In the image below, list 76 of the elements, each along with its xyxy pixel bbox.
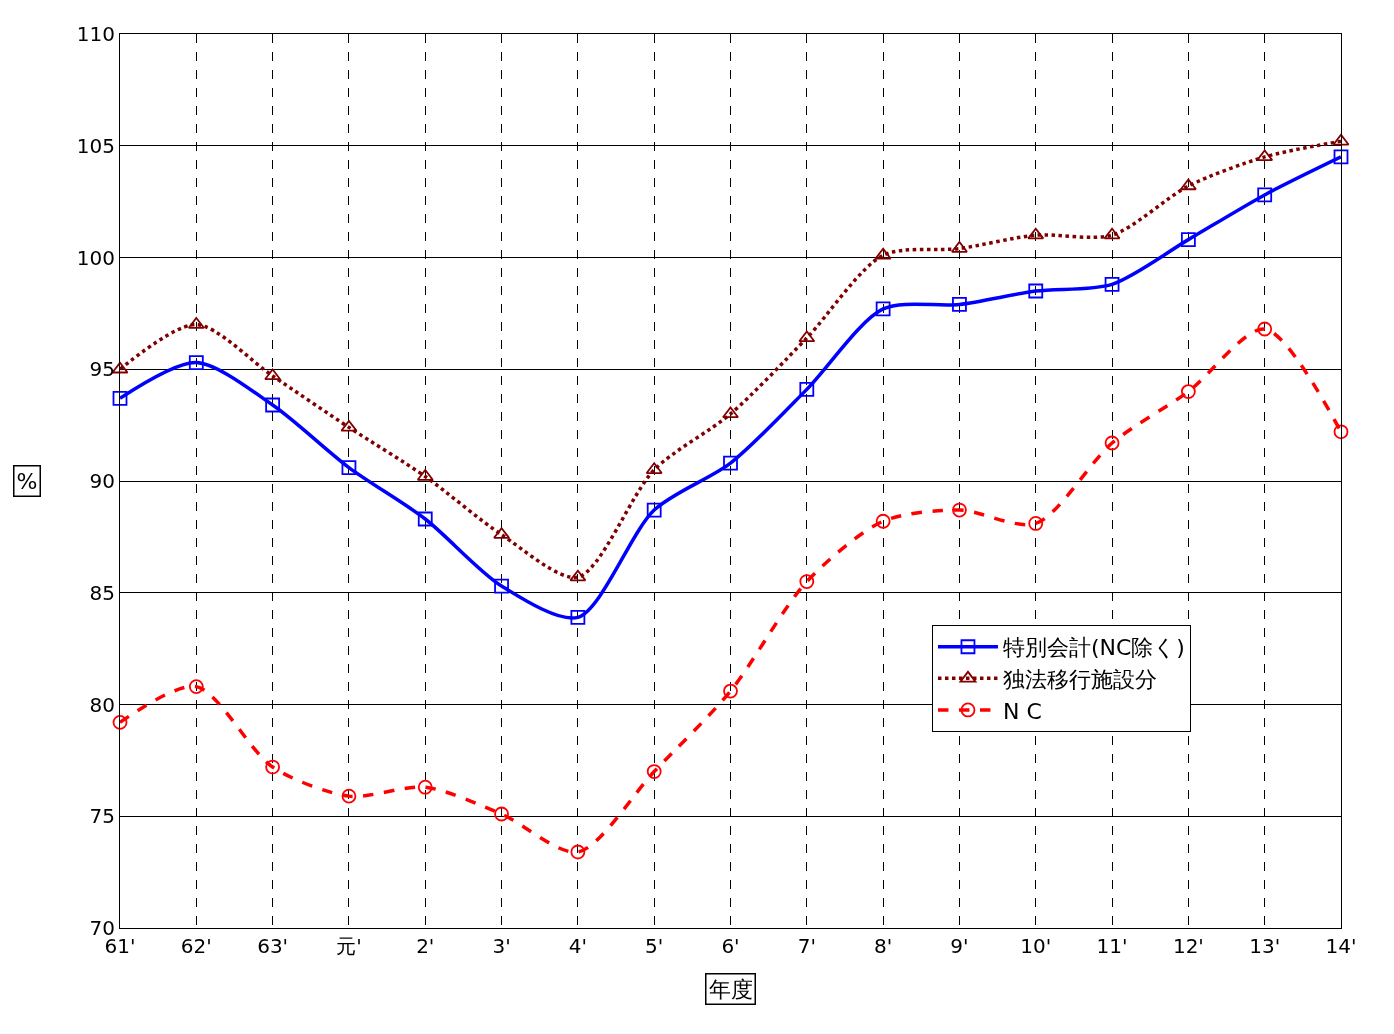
y-tick-label: 95 bbox=[89, 357, 115, 382]
point bbox=[341, 788, 357, 804]
point bbox=[951, 241, 968, 253]
point bbox=[569, 569, 587, 582]
point bbox=[265, 759, 281, 775]
x-tick-label: 63' bbox=[257, 934, 289, 958]
x-tick-label: 4' bbox=[568, 934, 587, 958]
y-tick-label: 85 bbox=[89, 580, 115, 605]
point bbox=[340, 419, 358, 432]
point bbox=[265, 397, 281, 413]
point bbox=[188, 679, 204, 695]
point bbox=[1256, 149, 1274, 162]
point bbox=[875, 301, 891, 317]
point bbox=[875, 513, 891, 529]
x-tick-label: 10' bbox=[1020, 934, 1052, 958]
y-tick-label: 80 bbox=[89, 692, 115, 717]
point bbox=[1104, 435, 1120, 451]
x-tick-label: 13' bbox=[1249, 934, 1281, 958]
x-tick-label: 14' bbox=[1325, 934, 1357, 958]
point bbox=[1103, 227, 1121, 240]
y-tick-label: 75 bbox=[89, 804, 115, 829]
x-tick-label: 11' bbox=[1096, 934, 1128, 958]
point bbox=[1332, 133, 1350, 146]
point bbox=[570, 609, 586, 625]
point bbox=[494, 578, 509, 594]
point bbox=[723, 455, 738, 471]
point bbox=[1028, 283, 1044, 299]
point bbox=[264, 368, 282, 381]
point bbox=[570, 844, 586, 860]
point bbox=[112, 714, 128, 730]
point bbox=[646, 764, 662, 779]
point bbox=[722, 406, 739, 419]
legend-label: 独法移行施設分 bbox=[1002, 666, 1157, 692]
x-tick-label: 2' bbox=[416, 934, 435, 958]
point bbox=[799, 381, 815, 397]
point bbox=[874, 247, 892, 260]
x-tick-label: 8' bbox=[874, 934, 893, 958]
point bbox=[417, 779, 433, 795]
x-tick-label: 62' bbox=[180, 934, 212, 958]
x-tick-label: 12' bbox=[1172, 934, 1204, 958]
point bbox=[1333, 149, 1349, 165]
point bbox=[112, 390, 128, 406]
x-tick-label: 9' bbox=[950, 934, 969, 958]
legend-label: 特別会計(NC除く) bbox=[1002, 635, 1185, 661]
point bbox=[493, 527, 510, 539]
point bbox=[341, 460, 357, 475]
x-axis-title: 年度 bbox=[708, 976, 753, 1002]
point bbox=[1257, 187, 1273, 203]
x-tick-label: 5' bbox=[645, 934, 664, 958]
point bbox=[494, 806, 509, 822]
point bbox=[1333, 424, 1349, 440]
x-tick-label: 6' bbox=[721, 934, 740, 958]
y-axis-title: % bbox=[16, 468, 38, 494]
point bbox=[417, 511, 433, 527]
x-tick-label: 元' bbox=[336, 934, 362, 958]
y-tick-label: 90 bbox=[89, 469, 115, 493]
x-tick-label: 7' bbox=[797, 934, 816, 958]
point bbox=[1257, 321, 1273, 337]
point bbox=[188, 355, 204, 370]
point bbox=[723, 683, 738, 699]
point bbox=[1028, 516, 1044, 531]
y-tick-label: 100 bbox=[76, 245, 115, 270]
legend-label: N C bbox=[1002, 698, 1042, 724]
point bbox=[1104, 276, 1120, 292]
y-tick-label: 110 bbox=[76, 22, 115, 46]
point bbox=[799, 574, 815, 589]
x-tick-label: 3' bbox=[492, 934, 511, 958]
point bbox=[1027, 227, 1045, 240]
point bbox=[646, 502, 662, 518]
point bbox=[952, 502, 967, 518]
point bbox=[1179, 178, 1197, 191]
point bbox=[798, 330, 816, 343]
point bbox=[952, 297, 967, 312]
y-tick-label: 105 bbox=[76, 133, 115, 158]
point bbox=[1180, 384, 1196, 399]
point bbox=[1180, 232, 1196, 248]
